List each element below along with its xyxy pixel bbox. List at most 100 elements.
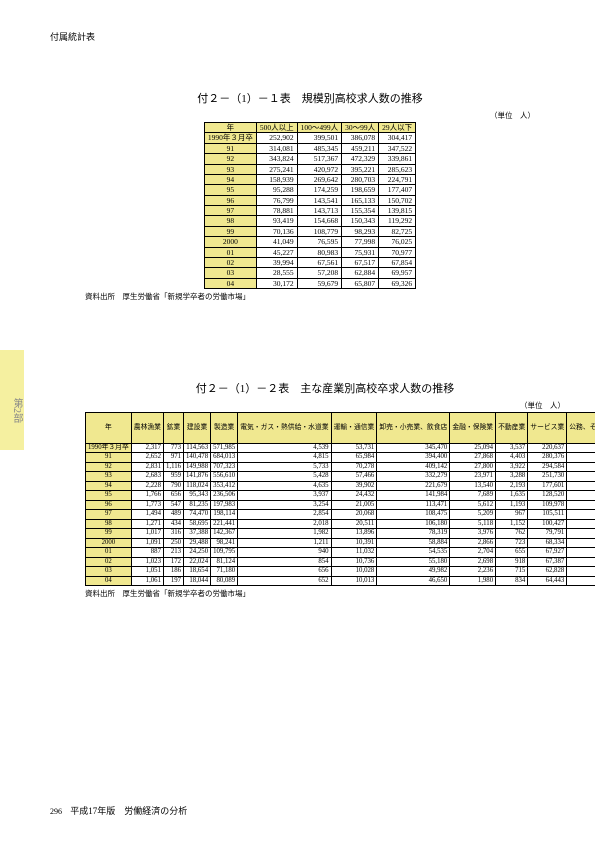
- table2-unit: （単位 人）: [85, 400, 565, 411]
- table-row: 91314,081485,345459,211347,522: [204, 143, 415, 153]
- data-cell: 30,172: [256, 278, 297, 288]
- data-cell: 399,501: [297, 133, 342, 143]
- data-cell: 82,725: [379, 226, 416, 236]
- data-cell: 459,211: [342, 143, 379, 153]
- data-cell: 197,983: [211, 500, 238, 509]
- data-cell: 41,049: [256, 237, 297, 247]
- table-row: 021,02317222,02481,12485410,73655,1802,6…: [86, 557, 595, 566]
- data-cell: 213: [163, 548, 183, 557]
- data-cell: 220,637: [528, 444, 567, 453]
- year-cell: 94: [86, 481, 132, 490]
- data-cell: 1,773: [131, 500, 163, 509]
- data-cell: 98,241: [211, 538, 238, 547]
- data-cell: 29,488: [184, 538, 211, 547]
- table2-title: 付２－（1）－２表 主な産業別高校卒求人数の推移: [85, 380, 565, 396]
- data-cell: 45,227: [256, 247, 297, 257]
- data-cell: 2,018: [238, 519, 331, 528]
- year-cell: 98: [86, 519, 132, 528]
- data-cell: 684,013: [211, 453, 238, 462]
- data-cell: 394,400: [377, 453, 450, 462]
- data-cell: 4,403: [496, 453, 528, 462]
- data-cell: 316: [163, 529, 183, 538]
- data-cell: 57,208: [297, 268, 342, 278]
- data-cell: 68,334: [528, 538, 567, 547]
- data-cell: 1,091: [131, 538, 163, 547]
- year-cell: 2000: [86, 538, 132, 547]
- table-row: 200041,04976,59577,99876,025: [204, 237, 415, 247]
- data-cell: 547: [163, 500, 183, 509]
- table-row: 1990年３月卒252,902399,501386,078304,417: [204, 133, 415, 143]
- data-cell: 556,610: [211, 472, 238, 481]
- data-cell: 76,025: [379, 237, 416, 247]
- data-cell: 67,561: [297, 257, 342, 267]
- data-cell: 2,683: [131, 472, 163, 481]
- table1-section: 付２－（1）－１表 規模別高校求人数の推移 （単位 人） 年500人以上100～…: [85, 90, 535, 302]
- table1: 年500人以上100～499人30～99人29人以下 1990年３月卒252,9…: [204, 122, 416, 289]
- data-cell: 409,142: [377, 462, 450, 471]
- data-cell: 27,868: [450, 453, 496, 462]
- data-cell: 81,124: [211, 557, 238, 566]
- data-cell: 2,831: [131, 462, 163, 471]
- data-cell: 70,977: [379, 247, 416, 257]
- data-cell: 172: [163, 557, 183, 566]
- data-cell: 20,511: [331, 519, 377, 528]
- column-header: 不動産業: [496, 413, 528, 444]
- data-cell: 76,595: [297, 237, 342, 247]
- data-cell: 345,470: [377, 444, 450, 453]
- table-row: 0145,22780,98375,93170,977: [204, 247, 415, 257]
- data-cell: 10,028: [331, 567, 377, 576]
- data-cell: 27,800: [450, 462, 496, 471]
- data-cell: 485,345: [297, 143, 342, 153]
- data-cell: 5,428: [238, 472, 331, 481]
- data-cell: 165,133: [342, 195, 379, 205]
- column-header: 年: [204, 123, 256, 133]
- data-cell: 112: [567, 510, 595, 519]
- data-cell: 3,537: [496, 444, 528, 453]
- data-cell: 2,704: [450, 548, 496, 557]
- table-row: 0239,99467,56167,51767,854: [204, 257, 415, 267]
- table-row: 0430,17259,67965,80769,326: [204, 278, 415, 288]
- data-cell: 653: [567, 462, 595, 471]
- data-cell: 655: [496, 548, 528, 557]
- data-cell: 39,902: [331, 481, 377, 490]
- table-row: 912,652971140,478684,0134,81565,984394,4…: [86, 453, 595, 462]
- data-cell: 124: [567, 529, 595, 538]
- data-cell: 59,679: [297, 278, 342, 288]
- data-cell: 149,988: [184, 462, 211, 471]
- table-row: 031,05118618,65471,18065610,02849,9822,2…: [86, 567, 595, 576]
- column-header: 30～99人: [342, 123, 379, 133]
- data-cell: 221,679: [377, 481, 450, 490]
- data-cell: 58,884: [377, 538, 450, 547]
- data-cell: 113,471: [377, 500, 450, 509]
- data-cell: 1,021: [567, 576, 595, 585]
- data-cell: 20,068: [331, 510, 377, 519]
- data-cell: 55,180: [377, 557, 450, 566]
- data-cell: 3,937: [238, 491, 331, 500]
- data-cell: 707,323: [211, 462, 238, 471]
- data-cell: 75,931: [342, 247, 379, 257]
- data-cell: 5,733: [238, 462, 331, 471]
- data-cell: 723: [496, 538, 528, 547]
- data-cell: 22,024: [184, 557, 211, 566]
- data-cell: 198,114: [211, 510, 238, 519]
- data-cell: 2,698: [450, 557, 496, 566]
- table-row: 932,683959141,876556,6105,42857,466332,2…: [86, 472, 595, 481]
- data-cell: 304,417: [379, 133, 416, 143]
- year-cell: 93: [86, 472, 132, 481]
- data-cell: 790: [163, 481, 183, 490]
- year-cell: 91: [86, 453, 132, 462]
- data-cell: 1,061: [131, 576, 163, 585]
- data-cell: 1,980: [450, 576, 496, 585]
- data-cell: 10,736: [331, 557, 377, 566]
- column-header: 500人以上: [256, 123, 297, 133]
- year-cell: 99: [86, 529, 132, 538]
- data-cell: 118,024: [184, 481, 211, 490]
- data-cell: 269,642: [297, 174, 342, 184]
- table-row: 981,27143458,695221,4412,01820,511106,18…: [86, 519, 595, 528]
- data-cell: 64,443: [528, 576, 567, 585]
- data-cell: 4,635: [238, 481, 331, 490]
- data-cell: 2,236: [450, 567, 496, 576]
- data-cell: 46,650: [377, 576, 450, 585]
- year-cell: 03: [204, 268, 256, 278]
- data-cell: 1,982: [238, 529, 331, 538]
